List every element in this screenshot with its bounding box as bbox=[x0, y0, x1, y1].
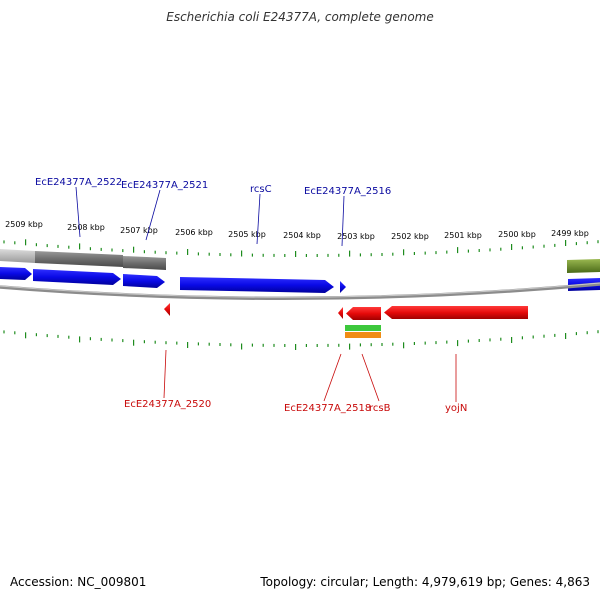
gene-rev-rcsB[interactable] bbox=[346, 307, 381, 320]
gene-fwd-2[interactable] bbox=[123, 274, 165, 288]
leader-line-2521 bbox=[145, 189, 161, 241]
scale-label-2504: 2504 kbp bbox=[283, 231, 321, 240]
leader-line-2520 bbox=[163, 349, 167, 399]
scale-labels: 2509 kbp 2508 kbp 2507 kbp 2506 kbp 2505… bbox=[5, 220, 589, 241]
gene-rev-2520[interactable] bbox=[164, 303, 170, 316]
scale-label-2508: 2508 kbp bbox=[67, 223, 105, 232]
gene-fwd-0[interactable] bbox=[0, 267, 32, 280]
genome-title: Escherichia coli E24377A, complete genom… bbox=[166, 10, 434, 24]
scale-label-2501: 2501 kbp bbox=[444, 231, 482, 240]
extra-features bbox=[345, 325, 381, 338]
gene-rev-2518[interactable] bbox=[338, 307, 343, 319]
outer-tick-ring bbox=[3, 239, 599, 257]
green-feature bbox=[345, 325, 381, 331]
grey-feature-track bbox=[0, 249, 600, 273]
accession-text: Accession: NC_009801 bbox=[10, 575, 147, 589]
scale-label-2507: 2507 kbp bbox=[120, 226, 158, 235]
grey-feature-dark-2 bbox=[123, 256, 166, 270]
inner-tick-ring bbox=[3, 330, 599, 350]
genome-backbone-highlight bbox=[0, 282, 600, 298]
grey-feature-light bbox=[0, 249, 35, 263]
gene-label-yojN[interactable]: yojN bbox=[445, 403, 467, 414]
reverse-gene-labels: EcE24377A_2520 EcE24377A_2518 rcsB yojN bbox=[124, 349, 467, 414]
gene-fwd-3[interactable] bbox=[340, 281, 346, 293]
gene-fwd-rcsC[interactable] bbox=[180, 277, 334, 293]
scale-label-2500: 2500 kbp bbox=[498, 230, 536, 239]
scale-label-2499: 2499 kbp bbox=[551, 229, 589, 238]
scale-label-2503: 2503 kbp bbox=[337, 232, 375, 241]
gene-label-rcsB[interactable]: rcsB bbox=[369, 403, 391, 414]
leader-line-rcsB bbox=[361, 353, 380, 402]
leader-line-rcsC bbox=[256, 193, 261, 245]
gene-label-EcE24377A-2522[interactable]: EcE24377A_2522 bbox=[35, 177, 122, 188]
forward-strand-genes bbox=[0, 267, 600, 293]
gene-fwd-1[interactable] bbox=[33, 269, 121, 285]
leader-line-2516 bbox=[341, 195, 345, 247]
gene-rev-yojN[interactable] bbox=[384, 306, 528, 319]
grey-feature-dark bbox=[35, 251, 123, 267]
gene-label-EcE24377A-2518[interactable]: EcE24377A_2518 bbox=[284, 403, 371, 414]
genome-summary-text: Topology: circular; Length: 4,979,619 bp… bbox=[260, 575, 590, 589]
leader-line-2522 bbox=[75, 186, 81, 238]
reverse-strand-genes bbox=[164, 303, 528, 320]
leader-line-2518 bbox=[323, 353, 342, 402]
orange-feature bbox=[345, 332, 381, 338]
gene-label-EcE24377A-2520[interactable]: EcE24377A_2520 bbox=[124, 399, 211, 410]
genome-backbone bbox=[0, 282, 600, 301]
forward-gene-labels: EcE24377A_2522 EcE24377A_2521 rcsC EcE24… bbox=[35, 177, 391, 247]
gene-label-EcE24377A-2521[interactable]: EcE24377A_2521 bbox=[121, 180, 208, 191]
gene-label-EcE24377A-2516[interactable]: EcE24377A_2516 bbox=[304, 186, 391, 197]
scale-label-2502: 2502 kbp bbox=[391, 232, 429, 241]
gene-label-rcsC[interactable]: rcsC bbox=[250, 184, 272, 195]
scale-label-2506: 2506 kbp bbox=[175, 228, 213, 237]
scale-label-2505: 2505 kbp bbox=[228, 230, 266, 239]
olive-feature bbox=[567, 259, 600, 273]
scale-label-2509: 2509 kbp bbox=[5, 220, 43, 229]
